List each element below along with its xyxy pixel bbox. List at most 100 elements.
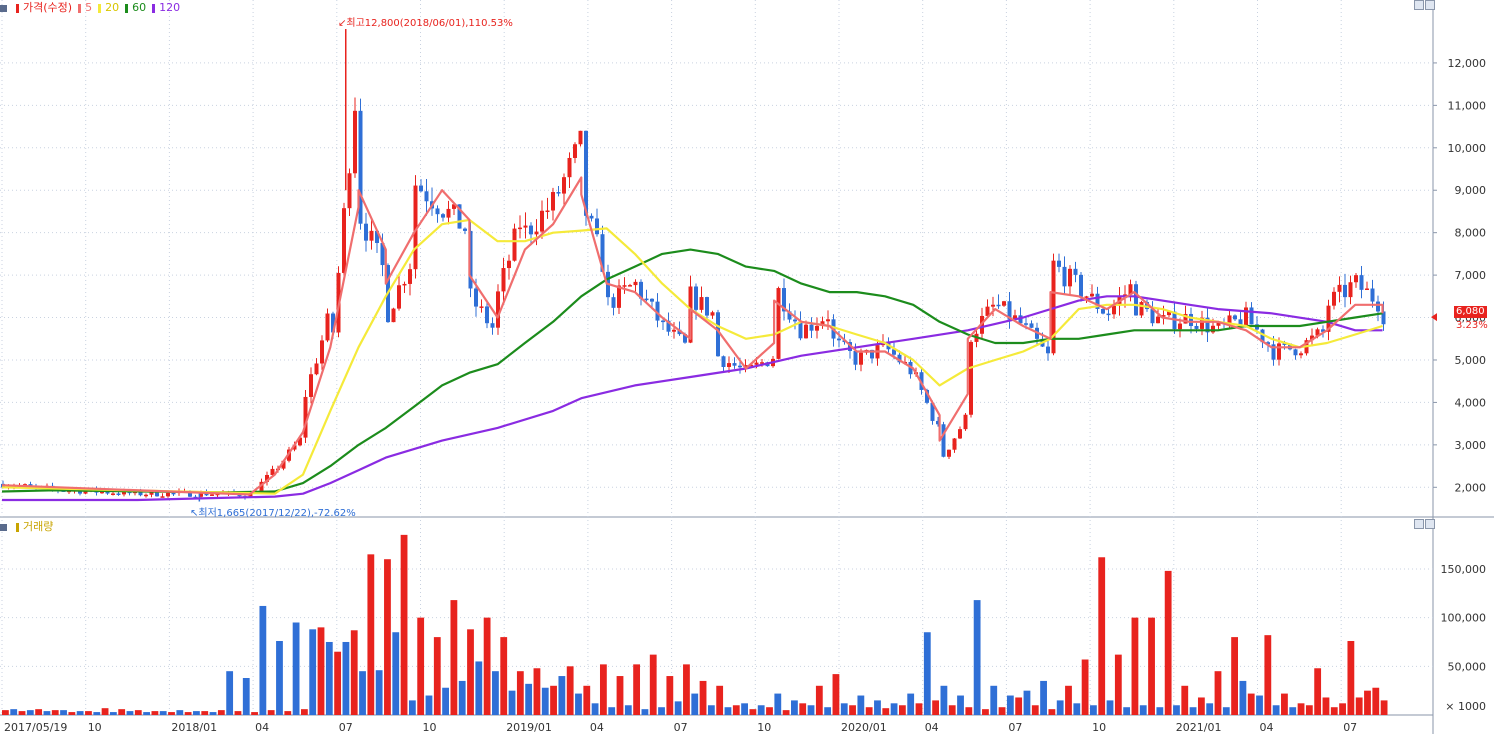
candle-body: [215, 493, 220, 496]
volume-bar-up: [716, 685, 724, 715]
volume-bar-down: [1189, 707, 1197, 715]
volume-bar-down: [508, 690, 516, 715]
volume-panel-minimize-button[interactable]: [1414, 519, 1424, 529]
volume-bar-down: [1239, 680, 1247, 715]
candle-body: [551, 192, 555, 211]
candle-body: [1348, 282, 1353, 298]
candle-body: [936, 420, 940, 425]
volume-panel-maximize-button[interactable]: [1425, 519, 1435, 529]
volume-bar-down: [242, 678, 250, 715]
candle-body: [996, 304, 1001, 307]
volume-bar-up: [101, 708, 109, 715]
candle-body: [776, 288, 781, 359]
candle-body: [892, 349, 896, 355]
candle-body: [452, 204, 456, 209]
price-legend: 가격(수정) 5 20 60 120: [0, 1, 180, 15]
candle-body: [155, 491, 159, 497]
candle-body: [1178, 323, 1182, 330]
volume-bar-down: [558, 676, 566, 715]
volume-bar-up: [1297, 703, 1305, 715]
volume-bar-up: [1355, 697, 1363, 715]
volume-bar-down: [143, 712, 150, 715]
volume-bar-down: [193, 711, 200, 715]
x-tick-label: 07: [339, 721, 353, 734]
candle-body: [402, 283, 407, 286]
volume-panel-menu-icon[interactable]: [0, 523, 7, 531]
volume-bar-down: [309, 629, 317, 715]
candle-body: [1227, 315, 1232, 324]
volume-bar-up: [982, 709, 989, 715]
candle-body: [1145, 302, 1149, 310]
volume-bar-up: [2, 710, 9, 715]
candle-body: [545, 210, 550, 213]
candle-body: [1029, 323, 1034, 328]
candle-body: [683, 334, 687, 343]
price-tick-label: 2,000: [1455, 481, 1487, 494]
volume-bar-up: [766, 707, 773, 715]
candle-body: [1233, 315, 1237, 320]
volume-bar-up: [68, 712, 76, 715]
volume-bar-up: [1181, 685, 1189, 715]
volume-bar-down: [43, 711, 51, 715]
candle-body: [650, 298, 654, 302]
candle-body: [853, 350, 858, 365]
volume-bar-up: [1114, 654, 1122, 715]
candle-body: [391, 308, 396, 323]
candle-body: [358, 110, 363, 224]
volume-bar-down: [757, 705, 765, 715]
volume-bar-down: [1123, 707, 1131, 715]
candle-body: [991, 304, 995, 307]
candle-body: [1101, 308, 1105, 314]
volume-bar-down: [990, 685, 998, 715]
low-arrow-icon: ↖: [190, 508, 199, 519]
price-tick-label: 8,000: [1455, 227, 1487, 240]
candle-body: [529, 225, 533, 235]
volume-bar-up: [533, 668, 541, 715]
candle-body: [633, 281, 638, 286]
volume-bar-down: [325, 641, 333, 715]
volume-bar-down: [1139, 705, 1147, 715]
candle-body: [479, 306, 484, 308]
candle-body: [331, 313, 335, 333]
price-swatch: [16, 3, 19, 13]
volume-bar-up: [483, 617, 491, 715]
volume-bar-down: [707, 705, 715, 715]
candle-body: [364, 223, 368, 241]
candle-body: [1359, 275, 1364, 290]
volume-bar-down: [442, 687, 449, 715]
high-arrow-icon: ↙: [338, 18, 347, 29]
candle-body: [149, 491, 154, 495]
candle-body: [116, 493, 121, 495]
candle-body: [1161, 315, 1166, 317]
candle-body: [166, 492, 170, 497]
candle-body: [1002, 301, 1006, 306]
candle-body: [1167, 311, 1171, 316]
volume-bar-down: [226, 671, 234, 715]
candle-body: [325, 313, 330, 341]
volume-bar-up: [882, 708, 890, 715]
candle-body: [100, 491, 104, 494]
volume-bar-down: [359, 671, 366, 715]
volume-bar-down: [691, 693, 699, 715]
candle-body: [1079, 274, 1083, 297]
volume-bar-down: [890, 703, 898, 715]
volume-bar-down: [276, 641, 283, 715]
price-panel-minimize-button[interactable]: [1414, 0, 1424, 10]
candle-body: [1381, 311, 1386, 325]
candle-body: [1271, 344, 1276, 360]
volume-bar-down: [1156, 707, 1164, 715]
volume-bar-up: [350, 630, 358, 715]
volume-bar-up: [948, 705, 956, 715]
candle-body: [639, 281, 643, 299]
volume-bar-down: [541, 687, 549, 715]
volume-bar-up: [1330, 707, 1338, 715]
candle-body: [347, 173, 352, 209]
volume-bar-up: [749, 709, 757, 715]
ma120-legend-label: 120: [159, 1, 181, 14]
price-panel-maximize-button[interactable]: [1425, 0, 1435, 10]
volume-bar-down: [741, 703, 748, 715]
panel-menu-icon[interactable]: [0, 4, 7, 12]
volume-bar-down: [1206, 703, 1214, 715]
x-tick-label: 07: [674, 721, 688, 734]
